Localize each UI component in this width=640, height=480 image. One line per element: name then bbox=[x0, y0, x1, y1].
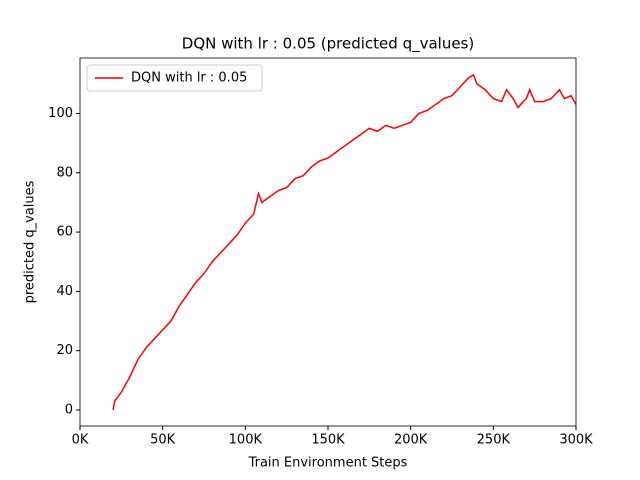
y-tick-label: 40 bbox=[56, 284, 73, 299]
line bbox=[112, 73, 577, 411]
y-tick-label: 100 bbox=[48, 106, 73, 121]
x-tick-label: 200K bbox=[394, 433, 428, 448]
y-tick-label: 80 bbox=[56, 165, 73, 180]
legend-label: DQN with lr : 0.05 bbox=[131, 71, 247, 86]
plot-frame bbox=[79, 57, 577, 427]
x-tick-label: 250K bbox=[477, 433, 511, 448]
x-tick-label: 0K bbox=[72, 433, 89, 448]
y-tick-label: 20 bbox=[56, 343, 73, 358]
x-tick-label: 50K bbox=[150, 433, 176, 448]
x-tick-label: 300K bbox=[559, 433, 593, 448]
x-tick-label: 100K bbox=[229, 433, 263, 448]
x-tick-label: 150K bbox=[311, 433, 345, 448]
y-axis-label: predicted q_values bbox=[23, 180, 38, 303]
x-axis-label: Train Environment Steps bbox=[248, 456, 408, 471]
chart-title: DQN with lr : 0.05 (predicted q_values) bbox=[182, 35, 474, 54]
legend-box bbox=[86, 64, 263, 92]
y-tick-label: 0 bbox=[65, 402, 73, 417]
y-tick-label: 60 bbox=[56, 225, 73, 240]
